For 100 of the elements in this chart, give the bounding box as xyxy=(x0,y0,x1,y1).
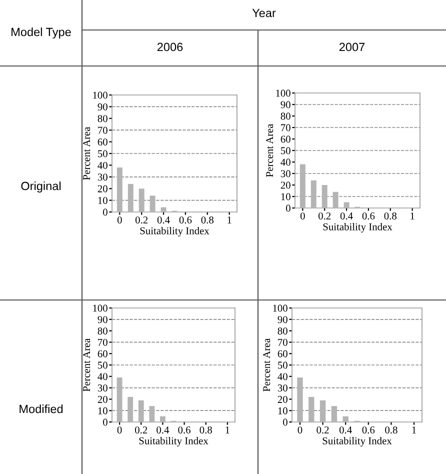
x-tick-label: 1 xyxy=(226,426,230,434)
y-tick-label: 20 xyxy=(98,396,108,403)
bar xyxy=(322,185,328,208)
x-axis-title: Suitability Index xyxy=(139,437,208,446)
y-tick-label: 80 xyxy=(98,115,108,122)
bar xyxy=(150,196,156,212)
bar xyxy=(310,180,316,208)
bar xyxy=(138,400,144,422)
x-axis-title: Suitability Index xyxy=(140,227,210,236)
y-tick-label: 70 xyxy=(98,338,108,346)
y-tick-label: 50 xyxy=(281,147,290,154)
bar xyxy=(160,416,166,422)
bar xyxy=(300,164,306,208)
x-tick-label: 0.8 xyxy=(385,426,398,434)
y-tick-label: 20 xyxy=(278,396,288,403)
x-tick-label: 1 xyxy=(412,426,416,434)
x-tick-label: 0.6 xyxy=(362,212,375,220)
x-tick-label: 0.4 xyxy=(339,426,352,434)
y-tick-label: 10 xyxy=(98,407,108,414)
y-tick-label: 50 xyxy=(98,362,108,369)
y-tick-label: 50 xyxy=(98,150,108,158)
y-tick-label: 40 xyxy=(278,373,288,380)
x-tick-label: 0 xyxy=(117,216,122,224)
y-tick-label: 80 xyxy=(278,327,288,335)
bar xyxy=(297,378,303,422)
y-tick-label: 90 xyxy=(278,316,288,324)
y-axis-title: Percent Area xyxy=(83,126,90,180)
y-tick-label: 30 xyxy=(280,170,290,178)
y-tick-label: 0 xyxy=(283,418,288,426)
y-tick-label: 90 xyxy=(98,103,108,110)
y-tick-label: 90 xyxy=(280,101,290,108)
bar xyxy=(116,168,122,212)
y-axis-title: Percent Area xyxy=(263,338,270,392)
y-tick-label: 50 xyxy=(278,362,288,369)
x-tick-label: 1 xyxy=(410,212,414,220)
y-tick-label: 30 xyxy=(98,384,108,392)
x-tick-label: 0.2 xyxy=(318,212,331,220)
y-tick-label: 20 xyxy=(280,182,290,189)
x-axis-title: Suitability Index xyxy=(322,437,392,446)
x-axis-title: Suitability Index xyxy=(323,223,392,232)
bar xyxy=(160,207,166,212)
text: Model Type xyxy=(12,28,71,38)
x-tick-label: 1 xyxy=(228,216,232,224)
y-tick-label: 60 xyxy=(280,136,290,143)
y-tick-label: 60 xyxy=(98,138,108,146)
x-tick-label: 0.4 xyxy=(157,216,170,224)
bar xyxy=(138,188,144,212)
y-tick-label: 0 xyxy=(103,418,108,426)
x-tick-label: 0 xyxy=(298,426,302,434)
x-tick-label: 0 xyxy=(300,212,305,220)
bar xyxy=(332,192,338,208)
y-tick-label: 20 xyxy=(98,185,108,192)
y-tick-label: 60 xyxy=(98,350,108,358)
x-tick-label: 0.4 xyxy=(340,212,353,220)
bar xyxy=(320,400,326,422)
x-tick-label: 0.6 xyxy=(179,216,192,224)
y-tick-label: 70 xyxy=(98,126,108,134)
y-tick-label: 70 xyxy=(278,338,288,346)
x-tick-label: 0.8 xyxy=(201,216,214,224)
x-tick-label: 0.8 xyxy=(384,212,397,220)
bar xyxy=(128,184,134,212)
y-tick-label: 100 xyxy=(93,92,108,99)
text: Original xyxy=(21,181,61,192)
x-tick-label: 0.4 xyxy=(156,426,170,434)
y-tick-label: 10 xyxy=(278,407,288,414)
bar xyxy=(128,396,134,422)
y-axis-title: Percent Area xyxy=(83,338,90,392)
bar xyxy=(331,406,338,422)
y-tick-label: 100 xyxy=(276,90,290,97)
bar xyxy=(149,406,155,422)
x-tick-label: 0.2 xyxy=(135,426,148,434)
text: Modified xyxy=(20,404,63,414)
x-tick-label: 0.2 xyxy=(316,426,329,434)
text: 2006 xyxy=(157,42,183,52)
text: 2007 xyxy=(339,42,365,52)
y-tick-label: 40 xyxy=(98,373,108,380)
y-tick-label: 100 xyxy=(93,304,108,312)
bar xyxy=(308,396,314,422)
y-tick-label: 40 xyxy=(98,162,108,169)
x-tick-label: 0.6 xyxy=(178,426,190,434)
y-tick-label: 10 xyxy=(281,193,290,200)
x-tick-label: 0.8 xyxy=(200,426,212,434)
y-tick-label: 30 xyxy=(98,174,108,181)
bar xyxy=(342,416,348,422)
y-tick-label: 80 xyxy=(280,112,290,120)
y-tick-label: 70 xyxy=(281,124,290,132)
bar xyxy=(116,378,122,422)
y-axis-title: Percent Area xyxy=(266,124,274,177)
text: Year xyxy=(252,8,276,18)
y-tick-label: 60 xyxy=(278,350,288,358)
y-tick-label: 10 xyxy=(98,196,108,204)
y-tick-label: 40 xyxy=(280,158,290,166)
y-tick-label: 90 xyxy=(98,316,108,324)
y-tick-label: 30 xyxy=(278,384,288,392)
bar xyxy=(344,202,350,208)
y-tick-label: 0 xyxy=(286,204,290,212)
y-tick-label: 80 xyxy=(98,327,108,335)
x-tick-label: 0.6 xyxy=(362,426,375,434)
y-tick-label: 100 xyxy=(273,304,288,312)
x-tick-label: 0.2 xyxy=(135,216,148,224)
